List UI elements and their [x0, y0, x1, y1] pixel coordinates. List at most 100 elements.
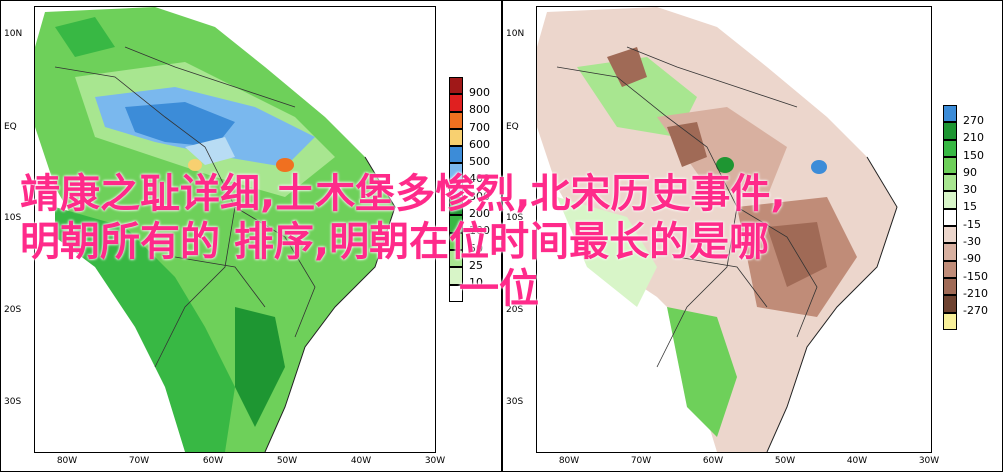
right-map-area	[536, 6, 932, 453]
right-legend-entry: 30	[943, 174, 1003, 196]
right-legend-entry: 150	[943, 139, 1003, 161]
left-legend: 900 800 700 600 500 400 300 200 100 50 25 10	[449, 77, 513, 302]
right-legend-swatch	[943, 174, 957, 192]
right-legend-swatch	[943, 122, 957, 140]
left-legend-value: 100	[469, 224, 490, 238]
lon-label-50w: 50W	[276, 456, 298, 466]
left-legend-swatch	[449, 180, 463, 199]
left-legend-swatch	[449, 267, 463, 285]
left-legend-value: 800	[469, 103, 490, 117]
left-legend-entry: 100	[449, 215, 513, 237]
right-legend-swatch	[943, 156, 957, 175]
right-legend-value: -30	[963, 235, 981, 249]
right-legend-value: 90	[963, 165, 977, 179]
left-legend-swatch	[449, 94, 463, 112]
lon-label-80w: 80W	[56, 456, 78, 466]
lat-label-20s: 20S	[4, 305, 22, 315]
left-legend-entry: 700	[449, 111, 513, 133]
right-legend-value: -150	[963, 269, 988, 283]
lon-label-40w: 40W	[350, 456, 372, 466]
right-map-panel: 10N EQ 10S 20S 30S 80W 70W 60W 50W 40W 3…	[502, 0, 1003, 472]
lon-label-60w: 60W	[202, 456, 224, 466]
right-legend-swatch	[943, 105, 957, 123]
right-legend-entry: -30	[943, 226, 1003, 248]
right-legend-entry: -270	[943, 295, 1003, 317]
lon-label-70w: 70W	[630, 456, 652, 466]
right-legend-value: -90	[963, 252, 981, 266]
left-legend-value: 700	[469, 120, 490, 134]
right-legend-value: -15	[963, 217, 981, 231]
right-legend-entry: -210	[943, 277, 1003, 299]
lon-label-30w: 30W	[424, 456, 446, 466]
left-legend-swatch	[449, 146, 463, 164]
left-legend-swatch	[449, 128, 463, 147]
left-legend-swatch	[449, 163, 463, 181]
lon-label-50w: 50W	[774, 456, 796, 466]
left-legend-swatch	[449, 249, 463, 268]
left-legend-value: 300	[469, 189, 490, 203]
left-legend-swatch	[449, 215, 463, 233]
left-legend-entry	[449, 284, 513, 302]
left-legend-value: 400	[469, 172, 490, 186]
left-legend-value: 600	[469, 137, 490, 151]
left-legend-value: 200	[469, 207, 490, 221]
left-legend-value: 10	[469, 276, 483, 290]
right-legend-entry: 15	[943, 191, 1003, 213]
left-legend-value: 500	[469, 155, 490, 169]
right-legend-value: -270	[963, 304, 988, 318]
left-legend-entry: 25	[449, 249, 513, 271]
lat-label-eq: EQ	[506, 122, 519, 132]
right-legend-entry: 270	[943, 105, 1003, 127]
left-legend-entry: 800	[449, 94, 513, 116]
lon-label-30w: 30W	[918, 456, 940, 466]
anomaly-map	[537, 7, 931, 452]
right-legend-entry: -90	[943, 243, 1003, 265]
right-legend-swatch	[943, 139, 957, 157]
right-legend-value: 30	[963, 183, 977, 197]
lon-label-40w: 40W	[846, 456, 868, 466]
lon-label-70w: 70W	[128, 456, 150, 466]
right-legend-entry: 210	[943, 122, 1003, 144]
right-legend-value: 210	[963, 131, 984, 145]
left-legend-entry: 300	[449, 180, 513, 202]
left-map-panel: 10N EQ 10S 20S 30S 80W 70W 60W 50W 40W	[0, 0, 502, 472]
lat-label-30s: 30S	[506, 397, 524, 407]
left-legend-entry: 400	[449, 163, 513, 185]
right-legend: 270 210 150 90 30 15 -15 -30 -90 -150 -210 -270	[943, 105, 1003, 330]
right-legend-entry: -15	[943, 208, 1003, 230]
lat-label-10n: 10N	[506, 29, 525, 39]
lat-label-10s: 10S	[4, 213, 22, 223]
lat-label-10s: 10S	[506, 213, 524, 223]
lat-label-20s: 20S	[506, 305, 524, 315]
right-legend-swatch	[943, 191, 957, 209]
left-legend-entry: 600	[449, 128, 513, 150]
left-legend-swatch	[449, 284, 463, 302]
left-legend-swatch	[449, 198, 463, 216]
right-legend-entry: 90	[943, 156, 1003, 178]
left-legend-entry: 900	[449, 77, 513, 99]
right-legend-value: 15	[963, 200, 977, 214]
left-legend-entry: 200	[449, 198, 513, 220]
left-legend-entry: 500	[449, 146, 513, 168]
right-legend-value: -210	[963, 286, 988, 300]
right-legend-value: 270	[963, 114, 984, 127]
left-legend-swatch	[449, 111, 463, 129]
right-legend-entry: -150	[943, 260, 1003, 282]
left-legend-entry: 50	[449, 232, 513, 254]
lon-label-80w: 80W	[558, 456, 580, 466]
right-legend-swatch	[943, 208, 957, 227]
left-legend-value: 50	[469, 241, 483, 255]
left-map-area	[34, 6, 436, 453]
lat-label-30s: 30S	[4, 397, 22, 407]
lat-label-eq: EQ	[4, 122, 17, 132]
right-legend-swatch	[943, 295, 957, 313]
right-legend-swatch	[943, 277, 957, 296]
lat-label-10n: 10N	[4, 29, 23, 39]
left-legend-value: 25	[469, 258, 483, 272]
left-legend-entry: 10	[449, 267, 513, 289]
right-legend-swatch	[943, 226, 957, 244]
right-legend-entry	[943, 312, 1003, 330]
precipitation-map	[35, 7, 435, 452]
right-legend-swatch	[943, 243, 957, 261]
lon-label-60w: 60W	[702, 456, 724, 466]
